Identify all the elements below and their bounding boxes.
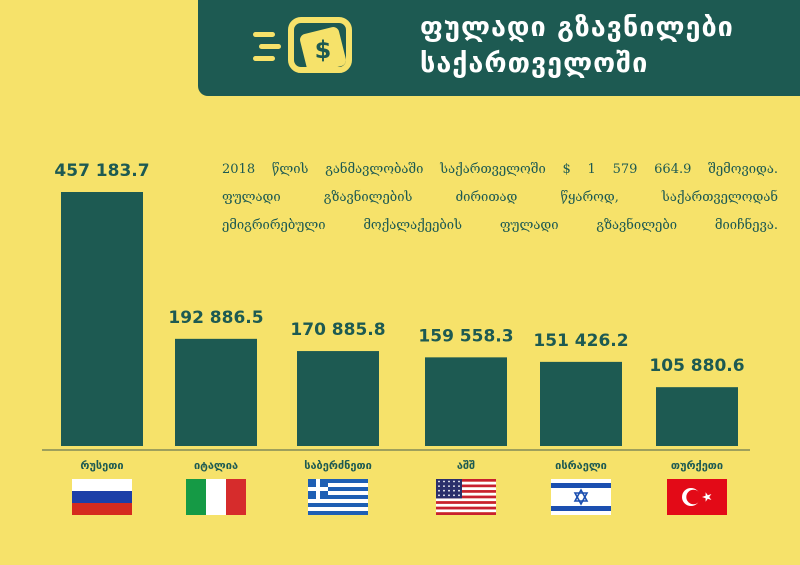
category-label-turkey: თურქეთი	[671, 459, 723, 472]
money-transfer-icon: $	[253, 17, 352, 73]
flag-usa-icon	[436, 479, 496, 515]
value-label-russia: 457 183.7	[54, 161, 149, 181]
bar-israel	[540, 361, 622, 446]
category-label-israel: ისრაელი	[555, 459, 607, 472]
category-label-greece: საბერძნეთი	[304, 459, 372, 472]
page-title: ფულადი გზავნილები საქართველოში	[420, 10, 790, 82]
value-label-greece: 170 885.8	[290, 320, 385, 340]
value-label-italy: 192 886.5	[168, 308, 263, 328]
value-label-usa: 159 558.3	[418, 326, 513, 346]
description-line-3: ემიგრირებული მოქალაქეების ფულადი გზავნილ…	[222, 218, 778, 233]
header-banner: $ ფულადი გზავნილები საქართველოში	[198, 0, 800, 96]
value-label-israel: 151 426.2	[533, 331, 628, 351]
description-line-2: ფულადი გზავნილების ძირითად წყაროდ, საქარ…	[222, 190, 778, 205]
flag-turkey-icon	[667, 479, 727, 515]
bar-greece	[297, 351, 379, 446]
bar-italy	[175, 338, 257, 446]
bar-russia	[61, 192, 143, 446]
category-label-usa: აშშ	[457, 459, 475, 472]
title-line-2: საქართველოში	[420, 48, 649, 79]
flag-israel-icon	[551, 479, 611, 515]
bar-usa	[425, 357, 507, 446]
description-line-1: 2018 წლის განმავლობაში საქართველოში $ 1 …	[222, 162, 778, 177]
flag-russia-icon	[72, 479, 132, 515]
category-label-italy: იტალია	[194, 459, 238, 472]
bar-turkey	[656, 387, 738, 446]
category-label-russia: რუსეთი	[80, 459, 123, 472]
description: 2018 წლის განმავლობაში საქართველოში $ 1 …	[222, 156, 778, 240]
value-label-turkey: 105 880.6	[649, 356, 744, 376]
svg-text:$: $	[315, 36, 332, 64]
title-line-1: ფულადი გზავნილები	[420, 12, 734, 43]
flag-italy-icon	[186, 479, 246, 515]
flag-greece-icon	[308, 479, 368, 515]
